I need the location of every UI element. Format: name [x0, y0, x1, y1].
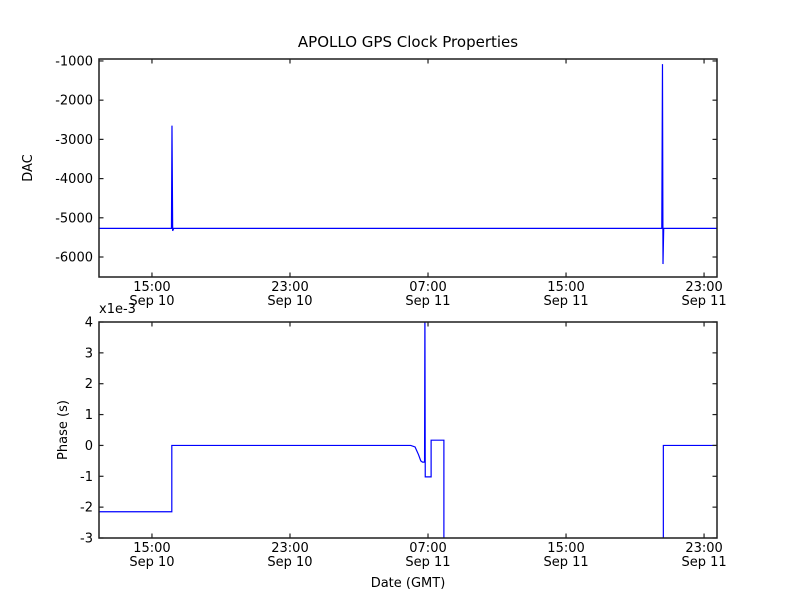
figure-title: APOLLO GPS Clock Properties: [298, 33, 518, 51]
phase-y-tick-label: 1: [85, 408, 93, 423]
dac-x-tick-label-time: 15:00: [133, 280, 170, 295]
dac-x-tick-label-date: Sep 11: [543, 294, 588, 309]
phase-y-tick-label: 4: [85, 316, 93, 331]
phase-y-tick-label: 0: [85, 439, 93, 454]
dac-x-tick-label-date: Sep 11: [681, 294, 726, 309]
dac-x-tick-label-time: 15:00: [547, 280, 584, 295]
phase-x-tick-label-time: 07:00: [409, 541, 446, 556]
phase-x-tick-label-date: Sep 11: [405, 555, 450, 570]
phase-x-tick-label-time: 15:00: [547, 541, 584, 556]
dac-y-tick-label: -2000: [55, 94, 93, 109]
phase-y-tick-label: -2: [80, 501, 93, 516]
dac-y-tick-label: -3000: [55, 133, 93, 148]
phase-x-tick-label-date: Sep 10: [267, 555, 312, 570]
phase-x-tick-label-time: 23:00: [271, 541, 308, 556]
phase-y-tick-label: -1: [80, 470, 93, 485]
phase-y-tick-label: 3: [85, 346, 93, 361]
dac-x-tick-label-time: 23:00: [685, 280, 722, 295]
phase-y-offset-label: x1e-3: [99, 302, 136, 317]
dac-axes-frame: [98, 58, 718, 278]
phase-x-tick-label-date: Sep 11: [543, 555, 588, 570]
dac-y-tick-label: -6000: [55, 251, 93, 266]
dac-x-tick-label-date: Sep 10: [267, 294, 312, 309]
dac-y-axis-label: DAC: [21, 154, 36, 182]
dac-y-tick-label: -1000: [55, 54, 93, 69]
dac-x-tick-label-date: Sep 11: [405, 294, 450, 309]
dac-y-tick-label: -4000: [55, 172, 93, 187]
phase-x-tick-label-time: 23:00: [685, 541, 722, 556]
phase-y-axis-label: Phase (s): [56, 400, 71, 460]
phase-data-line: [99, 322, 717, 538]
phase-x-tick-label-date: Sep 10: [129, 555, 174, 570]
dac-x-tick-label-time: 07:00: [409, 280, 446, 295]
phase-y-tick-label: -3: [80, 532, 93, 547]
phase-axes-frame: [98, 321, 718, 539]
phase-y-tick-label: 2: [85, 377, 93, 392]
dac-x-tick-label-time: 23:00: [271, 280, 308, 295]
phase-x-tick-label-time: 15:00: [133, 541, 170, 556]
dac-data-line: [99, 64, 717, 265]
x-axis-label: Date (GMT): [371, 576, 446, 591]
dac-y-tick-label: -5000: [55, 211, 93, 226]
dac-x-tick-label-date: Sep 10: [129, 294, 174, 309]
phase-x-tick-label-date: Sep 11: [681, 555, 726, 570]
